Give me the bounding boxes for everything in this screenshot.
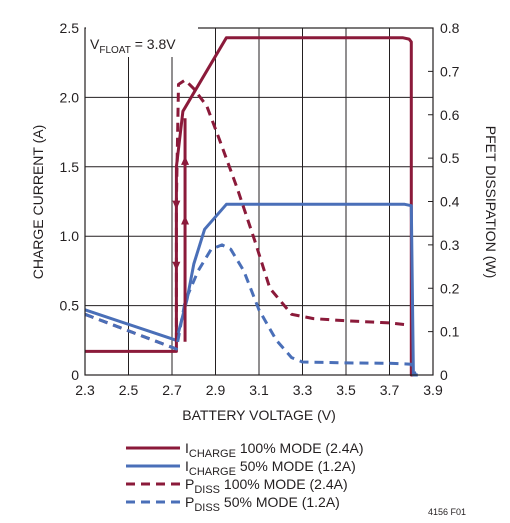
x-axis-label: BATTERY VOLTAGE (V) — [182, 407, 336, 423]
series-line-0 — [85, 36, 416, 377]
y2-tick-label-8: 0.8 — [440, 20, 460, 36]
up-arrow-lower — [181, 215, 190, 225]
tick-labels: 2.3 2.5 2.7 2.9 3.1 3.3 3.5 3.7 3.900.51.01.52.0… — [60, 20, 460, 398]
legend-entry-1: ICHARGE 50% MODE (1.2A) — [185, 458, 356, 478]
grid — [84, 27, 434, 376]
figure-id: 4156 F01 — [428, 507, 466, 517]
y2-axis-label: PFET DISSIPATION (W) — [483, 126, 499, 278]
x-tick-label-5: 3.3 — [293, 382, 313, 398]
series-line-2 — [84, 78, 410, 351]
y2-tick-label-3: 0.3 — [440, 237, 460, 253]
y-tick-label-1: 0.5 — [60, 298, 80, 314]
up-arrow-upper — [181, 155, 190, 165]
legend-entry-3: PDISS 50% MODE (1.2A) — [185, 494, 340, 514]
y-axis-label: CHARGE CURRENT (A) — [30, 125, 46, 280]
annotation-background — [86, 27, 198, 57]
legend: ICHARGE 100% MODE (2.4A)ICHARGE 50% MODE… — [126, 440, 364, 514]
y2-tick-label-2: 0.2 — [440, 280, 460, 296]
legend-entry-0: ICHARGE 100% MODE (2.4A) — [185, 440, 364, 460]
down-arrow-upper — [172, 200, 181, 210]
y-tick-label-4: 2.0 — [60, 89, 80, 105]
y2-tick-label-6: 0.6 — [440, 107, 460, 123]
x-tick-label-4: 3.1 — [249, 382, 269, 398]
annotation-vfloat: VFLOAT = 3.8V — [90, 36, 176, 56]
series-layer — [84, 36, 418, 377]
y-tick-label-0: 0 — [71, 367, 79, 383]
y2-tick-label-7: 0.7 — [440, 63, 460, 79]
legend-entry-2: PDISS 100% MODE (2.4A) — [185, 476, 348, 496]
y2-tick-label-5: 0.5 — [440, 150, 460, 166]
x-tick-label-1: 2.5 — [119, 382, 139, 398]
x-tick-label-0: 2.3 — [75, 382, 95, 398]
series-line-3 — [84, 243, 417, 376]
y2-tick-label-1: 0.1 — [440, 324, 460, 340]
x-tick-label-3: 2.9 — [206, 382, 226, 398]
y-tick-label-5: 2.5 — [60, 20, 80, 36]
x-tick-label-6: 3.5 — [336, 382, 356, 398]
y2-tick-label-0: 0 — [440, 367, 448, 383]
y-tick-label-3: 1.5 — [60, 159, 80, 175]
x-tick-label-8: 3.9 — [423, 382, 443, 398]
x-tick-label-7: 3.7 — [380, 382, 400, 398]
y-tick-label-2: 1.0 — [60, 228, 80, 244]
x-tick-label-2: 2.7 — [162, 382, 182, 398]
arrows — [172, 118, 190, 342]
down-arrow-lower — [172, 261, 181, 271]
y2-tick-label-4: 0.4 — [440, 194, 460, 210]
